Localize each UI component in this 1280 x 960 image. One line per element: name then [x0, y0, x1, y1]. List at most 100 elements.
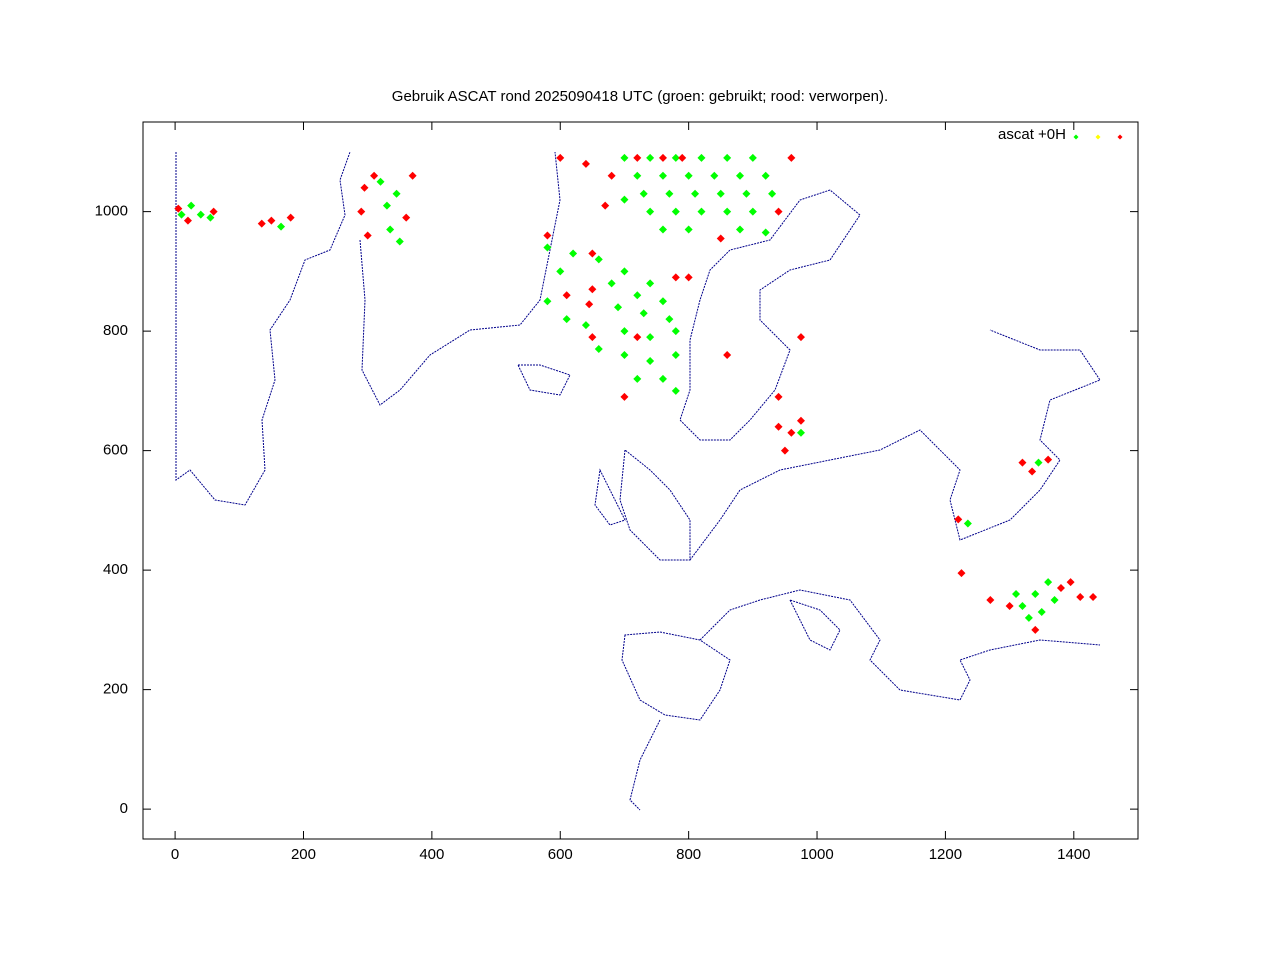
x-tick-label: 200: [291, 846, 316, 863]
point: [360, 183, 369, 192]
point: [620, 327, 629, 336]
y-tick-label: 600: [103, 442, 128, 459]
point: [633, 333, 642, 342]
point: [716, 189, 725, 198]
point: [363, 231, 372, 240]
point: [585, 300, 594, 309]
coastline: [689, 329, 1101, 561]
point: [620, 153, 629, 162]
point: [1044, 455, 1053, 464]
legend-marker: [1095, 134, 1101, 140]
y-tick-label: 400: [103, 561, 128, 578]
point: [716, 234, 725, 243]
point: [633, 291, 642, 300]
point: [1050, 596, 1059, 604]
point: [1089, 593, 1098, 602]
point: [569, 249, 578, 258]
coastline: [619, 449, 691, 561]
point: [543, 243, 552, 252]
point: [1031, 590, 1040, 599]
point: [646, 333, 655, 342]
coastline: [629, 719, 661, 811]
point: [588, 249, 597, 258]
legend-marker: [1117, 134, 1123, 140]
point: [954, 515, 963, 524]
point: [562, 315, 571, 324]
point: [1044, 578, 1053, 587]
point: [267, 216, 276, 225]
coastline: [699, 589, 1101, 701]
point: [386, 225, 395, 234]
point: [357, 207, 366, 216]
point: [408, 171, 417, 180]
point: [588, 285, 597, 294]
point: [684, 225, 693, 234]
point: [736, 225, 744, 234]
point: [658, 225, 667, 234]
point: [658, 171, 667, 180]
point: [402, 213, 411, 222]
point: [774, 422, 783, 431]
chart-title: Gebruik ASCAT rond 2025090418 UTC (groen…: [392, 88, 888, 105]
point: [796, 428, 805, 437]
point: [206, 213, 215, 222]
point: [1076, 593, 1085, 602]
point: [986, 596, 995, 604]
point: [768, 189, 777, 198]
point: [671, 207, 680, 216]
y-tick-label: 0: [120, 800, 128, 817]
point: [1012, 590, 1021, 599]
point: [594, 345, 603, 354]
point: [174, 204, 183, 213]
point: [556, 153, 565, 162]
point: [594, 255, 603, 264]
x-tick-label: 0: [171, 846, 179, 863]
point: [963, 519, 972, 528]
coastlines: [175, 151, 1101, 811]
point: [209, 207, 218, 216]
point: [581, 321, 590, 330]
point: [376, 177, 385, 186]
x-tick-label: 1000: [800, 846, 833, 863]
legend-marker: [1073, 134, 1079, 140]
point: [556, 267, 565, 276]
point: [183, 216, 192, 225]
coastline: [517, 364, 571, 396]
point: [392, 189, 401, 198]
point: [607, 171, 616, 180]
coastline: [175, 151, 351, 506]
point: [697, 207, 706, 216]
point: [658, 153, 667, 162]
point: [658, 297, 667, 306]
y-tick-label: 800: [103, 322, 128, 339]
point: [370, 171, 379, 180]
point: [614, 303, 623, 312]
coastline: [621, 631, 731, 721]
coastline: [789, 599, 841, 651]
point: [1005, 601, 1014, 610]
point: [1018, 458, 1027, 467]
point: [382, 201, 391, 210]
point: [639, 309, 648, 318]
point: [697, 153, 706, 162]
point: [671, 386, 680, 395]
point: [646, 207, 655, 216]
point: [1028, 467, 1037, 476]
point: [620, 195, 629, 204]
point: [543, 231, 552, 240]
point: [671, 351, 680, 360]
point: [665, 189, 674, 198]
point: [723, 351, 732, 360]
point: [723, 207, 732, 216]
point: [1031, 625, 1040, 634]
point: [1066, 578, 1075, 587]
point: [633, 171, 642, 180]
point: [646, 357, 655, 365]
coastline: [679, 189, 861, 441]
point: [543, 297, 552, 306]
x-tick-label: 1200: [929, 846, 962, 863]
y-tick-label: 200: [103, 681, 128, 698]
point: [957, 569, 966, 578]
point: [723, 153, 732, 162]
point: [620, 267, 629, 276]
